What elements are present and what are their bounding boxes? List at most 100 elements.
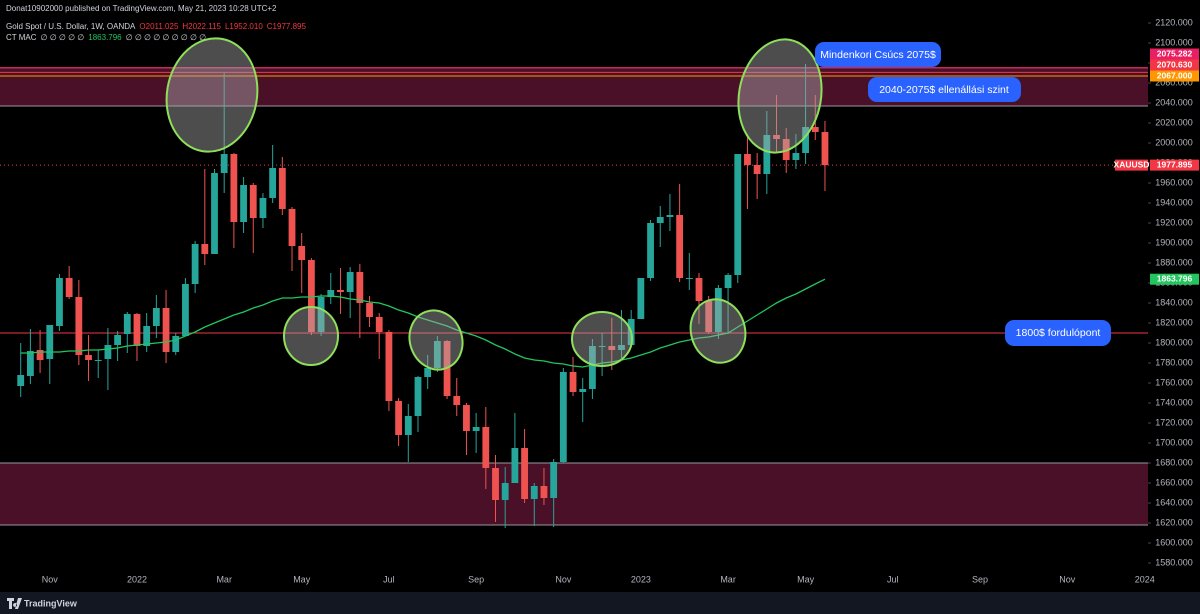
ohlc-high: H2022.115 — [182, 22, 221, 31]
candle-body — [540, 486, 548, 498]
x-tick-label: 2024 — [1135, 574, 1155, 584]
x-tick-label: Jul — [887, 574, 899, 584]
x-tick-label: Mar — [216, 574, 232, 584]
y-tick-label: 2040.000 — [1155, 97, 1193, 107]
y-tick-label: 1900.000 — [1155, 237, 1193, 247]
footer: TradingView — [0, 592, 1200, 614]
candle-body — [589, 346, 596, 389]
candle-body — [75, 297, 83, 355]
candle-body — [17, 375, 25, 386]
x-tick-label: Nov — [555, 574, 572, 584]
candle-body — [56, 278, 63, 326]
y-tick-label: 1820.000 — [1155, 317, 1193, 327]
y-tick-label: 1640.000 — [1155, 497, 1193, 507]
candle-body — [666, 215, 674, 217]
ohlc-low: L1952.010 — [225, 22, 263, 31]
callout-box — [1005, 320, 1111, 346]
candle-body — [608, 346, 616, 350]
candle-body — [317, 297, 325, 332]
price-tag — [1150, 273, 1199, 285]
candle-body — [782, 139, 790, 160]
indicator-name: CT MAC — [6, 33, 37, 42]
candle-body — [811, 127, 819, 132]
candle-body — [278, 168, 286, 209]
candle-body — [36, 350, 44, 360]
price-axis — [1148, 0, 1200, 592]
indicator-value: 1863.796 — [88, 33, 122, 42]
price-tag — [1150, 59, 1199, 71]
highlight-ellipse — [283, 306, 339, 366]
candle-body — [550, 462, 558, 498]
candle-body — [269, 168, 277, 198]
candle-body — [685, 278, 693, 279]
candle-body — [65, 278, 73, 297]
candle-body — [395, 401, 403, 435]
candle-body — [463, 405, 470, 431]
y-tick-label: 1720.000 — [1155, 417, 1193, 427]
y-tick-label: 1920.000 — [1155, 217, 1193, 227]
candle-body — [46, 325, 54, 359]
candle-body — [637, 278, 645, 319]
candle-body — [792, 153, 800, 160]
candle-body — [220, 154, 228, 173]
y-tick-label: 1780.000 — [1155, 357, 1193, 367]
candle-body — [356, 272, 364, 303]
candle-body — [230, 154, 238, 222]
callout-box — [868, 77, 1021, 102]
candle-body — [85, 355, 92, 360]
candle-body — [114, 335, 121, 345]
price-tag-label: 2075.282 — [1157, 48, 1193, 58]
candle-body — [472, 427, 480, 431]
y-tick-label: 2020.000 — [1155, 117, 1193, 127]
y-tick-label: 1840.000 — [1155, 297, 1193, 307]
candle-body — [714, 288, 722, 332]
candle-body — [521, 448, 528, 499]
symbol-tag-label: XAUUSD — [1114, 159, 1150, 169]
candle-body — [201, 244, 209, 254]
highlight-ellipse — [689, 298, 747, 364]
candle-body — [162, 308, 170, 352]
candle-body — [433, 341, 441, 368]
y-tick-label: 2120.000 — [1155, 17, 1193, 27]
candle-body — [94, 360, 102, 361]
candle-body — [618, 345, 625, 350]
x-tick-label: 2023 — [631, 574, 651, 584]
y-tick-label: 1960.000 — [1155, 177, 1193, 187]
header: Donat10902000 published on TradingView.c… — [6, 4, 306, 42]
y-tick-label: 2060.000 — [1155, 77, 1193, 87]
x-tick-label: Sep — [972, 574, 988, 584]
y-tick-label: 1660.000 — [1155, 477, 1193, 487]
symbol-line: Gold Spot / U.S. Dollar, 1W, OANDA O2011.… — [6, 22, 306, 31]
candle-body — [753, 165, 761, 174]
ohlc-close: C1977.895 — [267, 22, 307, 31]
indicator-empty: ∅ ∅ ∅ ∅ ∅ — [41, 33, 85, 42]
x-tick-label: Jul — [383, 574, 395, 584]
y-tick-label: 1680.000 — [1155, 457, 1193, 467]
candle-body — [123, 314, 131, 334]
y-tick-label: 1940.000 — [1155, 197, 1193, 207]
callouts: Mindenkori Csúcs 2075$ 2040-2075$ ellená… — [815, 42, 1111, 346]
candle-body — [530, 486, 538, 499]
candle-body — [298, 246, 306, 260]
callout-text: Mindenkori Csúcs 2075$ — [820, 49, 936, 61]
candle-body — [327, 290, 335, 297]
y-tick-label: 1580.000 — [1155, 557, 1193, 567]
candle-body — [288, 209, 296, 246]
x-tick-label: May — [293, 574, 311, 584]
y-tick-label: 1800.000 — [1155, 337, 1193, 347]
candle-body — [676, 215, 684, 278]
candle-body — [763, 135, 771, 174]
symbol: Gold Spot / U.S. Dollar, 1W, OANDA — [6, 22, 136, 31]
x-tick-label: Nov — [42, 574, 59, 584]
price-tag-label: 2070.630 — [1157, 59, 1193, 69]
candle-body — [414, 377, 422, 416]
candle-body — [211, 173, 218, 254]
candle-body — [133, 314, 141, 346]
x-tick-label: 2022 — [127, 574, 147, 584]
candle-body — [26, 351, 34, 376]
symbol-tag — [1115, 159, 1148, 171]
candle-body — [337, 290, 344, 292]
highlight-ellipse — [408, 309, 464, 371]
candle-body — [501, 483, 509, 500]
